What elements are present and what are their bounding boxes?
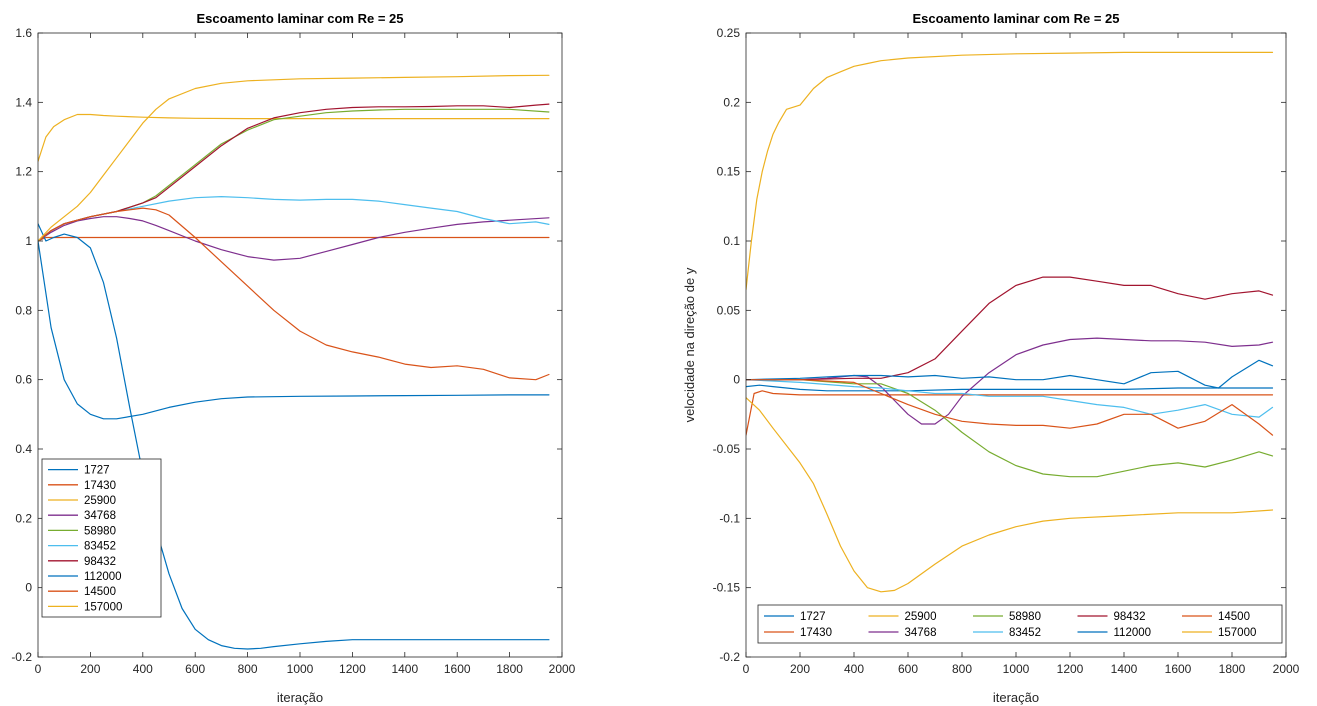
y-tick-label: 0.25 [717,26,741,40]
x-tick-label: 600 [898,662,918,676]
series-line-83452 [746,379,1274,418]
y-tick-label: -0.15 [713,581,741,595]
legend-label-58980: 58980 [84,525,116,537]
legend-label-1727: 1727 [84,465,110,477]
series-line-25900 [746,51,1274,291]
y-tick-label: 0 [733,373,740,387]
series-line-14500 [746,379,1274,436]
chart-left-title: Escoamento laminar com Re = 25 [196,11,403,26]
legend-label-1727: 1727 [800,611,826,623]
y-tick-label: 0.6 [15,373,32,387]
y-tick-label: 1.2 [15,165,32,179]
legend-label-34768: 34768 [84,510,116,522]
x-tick-label: 1600 [1165,662,1192,676]
series-line-34768 [746,337,1274,425]
legend-label-112000: 112000 [84,571,122,583]
chart-left-xlabel: iteração [277,690,323,705]
series-line-112000 [746,359,1274,389]
series-line-1727 [38,240,550,420]
legend-box [757,604,1283,644]
x-tick-label: 0 [743,662,750,676]
legend-label-98432: 98432 [84,556,116,568]
x-tick-label: 2000 [1273,662,1300,676]
legend-label-157000: 157000 [1218,627,1256,639]
x-tick-label: 1400 [1111,662,1138,676]
y-tick-label: 0 [25,581,32,595]
x-tick-label: 1200 [339,662,366,676]
x-tick-label: 0 [35,662,42,676]
y-tick-label: 0.15 [717,165,741,179]
legend-label-58980: 58980 [1009,611,1041,623]
legend-label-25900: 25900 [905,611,937,623]
chart-left: Escoamento laminar com Re = 25 iteração … [11,11,575,705]
chart-left-series-group [38,74,550,650]
legend-label-17430: 17430 [800,627,832,639]
x-tick-label: 600 [185,662,205,676]
legend-label-157000: 157000 [84,601,122,613]
chart-left-legend: 1727 17430 25900 34768 58980 83452 98432 112000… [41,458,162,618]
y-tick-label: 0.1 [723,234,740,248]
series-line-157000 [38,74,550,242]
y-tick-label: 0.4 [15,442,32,456]
legend-label-25900: 25900 [84,495,116,507]
x-tick-label: 1800 [496,662,523,676]
x-tick-label: 1800 [1219,662,1246,676]
x-tick-label: 200 [790,662,810,676]
x-tick-label: 2000 [549,662,576,676]
series-line-25900 [38,113,550,162]
legend-label-112000: 112000 [1114,627,1152,639]
series-line-157000 [746,397,1274,593]
y-tick-label: 1.4 [15,95,32,109]
series-line-1727 [746,384,1274,392]
legend-label-34768: 34768 [905,627,937,639]
legend-label-14500: 14500 [1218,611,1250,623]
y-tick-label: 0.05 [717,303,741,317]
y-tick-label: 0.8 [15,303,32,317]
x-tick-label: 400 [133,662,153,676]
legend-label-14500: 14500 [84,586,116,598]
y-tick-label: -0.1 [719,511,740,525]
chart-right-ylabel: velocidade na direção de y [682,267,697,422]
x-tick-label: 1000 [287,662,314,676]
x-tick-label: 1400 [391,662,418,676]
series-line-112000 [38,223,550,650]
legend-label-83452: 83452 [84,541,116,553]
y-tick-label: 0.2 [723,95,740,109]
chart-right-title: Escoamento laminar com Re = 25 [912,11,1119,26]
x-tick-label: 1200 [1057,662,1084,676]
x-tick-label: 800 [238,662,258,676]
x-tick-label: 800 [952,662,972,676]
chart-right-plot-area [746,33,1286,657]
series-line-98432 [746,276,1274,381]
y-tick-label: -0.2 [11,650,32,664]
series-line-58980 [746,379,1274,478]
y-tick-label: 0.2 [15,511,32,525]
y-tick-label: 1 [25,234,32,248]
y-tick-label: -0.2 [719,650,740,664]
series-line-14500 [38,207,550,381]
legend-label-83452: 83452 [1009,627,1041,639]
x-tick-label: 400 [844,662,864,676]
chart-right-xlabel: iteração [993,690,1039,705]
chart-right: Escoamento laminar com Re = 25 iteração … [682,11,1300,705]
y-tick-label: -0.05 [713,442,741,456]
x-tick-label: 1000 [1003,662,1030,676]
chart-right-series-group [746,51,1274,593]
x-tick-label: 1600 [444,662,471,676]
series-line-34768 [38,216,550,261]
legend-label-98432: 98432 [1114,611,1146,623]
legend-label-17430: 17430 [84,480,116,492]
chart-right-legend: 1727 17430 25900 34768 58980 83452 98432 112000… [757,604,1283,644]
x-tick-label: 200 [80,662,100,676]
y-tick-label: 1.6 [15,26,32,40]
series-line-17430 [746,390,1274,436]
